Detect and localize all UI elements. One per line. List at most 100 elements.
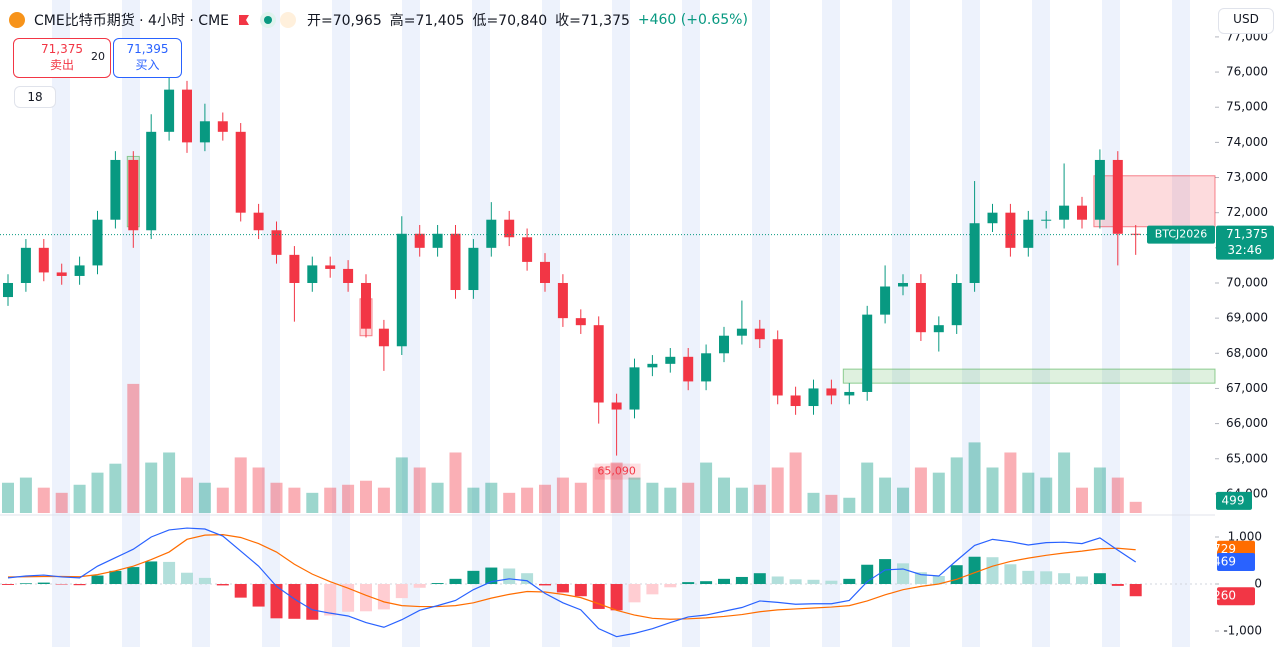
volume-bar	[288, 487, 301, 513]
macd-histogram-bar	[270, 584, 283, 619]
session-background	[0, 0, 1215, 647]
macd-histogram-bar	[449, 578, 462, 585]
volume-bar	[127, 383, 140, 513]
sell-label: 卖出	[49, 58, 74, 72]
candle-body	[665, 356, 676, 364]
candle-body	[862, 314, 873, 392]
volume-bar	[270, 482, 283, 513]
macd-histogram-bar	[1111, 584, 1124, 586]
indicator-toggle[interactable]: 18	[14, 86, 56, 108]
volume-bar	[109, 463, 122, 513]
macd-macd-line	[7, 527, 1137, 638]
macd-histogram-bar	[1058, 573, 1071, 585]
volume-bar	[950, 457, 963, 513]
candle-body	[629, 367, 640, 410]
volume-bar	[556, 477, 569, 513]
macd-histogram-bar	[377, 584, 390, 610]
candle-body	[1023, 219, 1034, 248]
candle-body	[271, 230, 282, 255]
macd-histogram-bar	[825, 580, 838, 585]
flag-icon[interactable]	[237, 13, 251, 27]
volume-bar	[216, 487, 229, 513]
macd-histogram-bar	[521, 573, 534, 585]
candle-body	[1077, 205, 1087, 220]
macd-histogram-bar	[682, 582, 695, 585]
candle-body	[951, 282, 962, 326]
macd-histogram-bar	[216, 584, 229, 586]
volume-bar	[700, 462, 713, 513]
buy-button[interactable]: 71,395 买入	[113, 38, 182, 78]
macd-histogram-bar	[753, 573, 766, 585]
volume-bar	[467, 487, 480, 513]
candle-body	[826, 388, 837, 396]
macd-histogram-bar	[306, 584, 319, 620]
candle-body	[128, 159, 139, 231]
volume-bar	[718, 477, 730, 513]
candle-body	[325, 265, 336, 269]
currency-button[interactable]: USD	[1218, 8, 1274, 34]
volume-bar	[252, 467, 265, 513]
volume-bar	[1004, 452, 1017, 513]
volume-bar	[91, 472, 104, 513]
macd-histogram-bar	[628, 584, 641, 603]
candle-body	[20, 247, 31, 283]
volume-bar	[986, 467, 999, 513]
candle-body	[933, 325, 944, 333]
macd-histogram-bar	[395, 584, 408, 599]
price-axis-panel	[1215, 0, 1280, 647]
volume-bar	[163, 452, 176, 513]
candle-body	[486, 219, 497, 248]
candle-body	[182, 89, 192, 143]
candle-body	[396, 233, 407, 347]
macd-histogram-bar	[556, 584, 569, 593]
macd-histogram-bar	[610, 584, 623, 611]
candle-body	[880, 286, 891, 315]
candle-body	[647, 363, 658, 368]
candle-body	[844, 391, 855, 396]
volume-bar	[413, 467, 426, 513]
candle-body	[754, 328, 765, 340]
candle-body	[701, 353, 712, 382]
macd-histogram-bar	[109, 570, 122, 585]
symbol-title: CME比特币期货 · 4小时 · CME	[34, 13, 230, 29]
candle-body	[790, 395, 801, 407]
macd-histogram-bar	[914, 572, 927, 585]
volume-tag-label: 499	[1222, 493, 1245, 507]
macd-histogram-bar	[843, 578, 856, 585]
volume-bar	[610, 462, 623, 513]
volume-bar	[1040, 477, 1053, 513]
candle-body	[1059, 205, 1070, 220]
candle-body	[898, 282, 908, 287]
volume-bar	[181, 477, 193, 513]
candle-body	[38, 247, 49, 273]
macd-histogram-bar	[234, 584, 247, 598]
macd-histogram-bar	[986, 557, 999, 585]
macd-histogram-bar	[664, 584, 677, 588]
candle-body	[450, 233, 461, 291]
candle-body	[217, 121, 228, 132]
volume-bar	[682, 482, 695, 513]
candle-body	[56, 272, 67, 276]
volume-bar	[1022, 472, 1035, 513]
price-tick-label: 73,000	[1226, 170, 1268, 184]
macd-histogram-bar	[968, 556, 981, 585]
sell-button[interactable]: 71,375 卖出	[13, 38, 111, 78]
open-value: 开=70,965	[307, 13, 382, 29]
candle-body	[289, 254, 300, 283]
macd-histogram-bar	[198, 577, 211, 585]
last-price-tag	[1216, 225, 1274, 260]
macd-tick-label: -1,000	[1223, 624, 1262, 638]
candle-body	[1112, 159, 1123, 234]
macd-histogram-bar	[324, 584, 337, 616]
macd-histogram-bar	[1040, 571, 1053, 585]
candle-body	[540, 261, 550, 283]
macd-histogram-bar	[127, 567, 140, 585]
candle-body	[593, 325, 604, 403]
candle-body	[987, 212, 998, 224]
volume-bar	[521, 487, 534, 513]
volume-bar	[485, 482, 498, 513]
symbol-tag	[1147, 225, 1215, 244]
volume-bar	[861, 462, 874, 513]
